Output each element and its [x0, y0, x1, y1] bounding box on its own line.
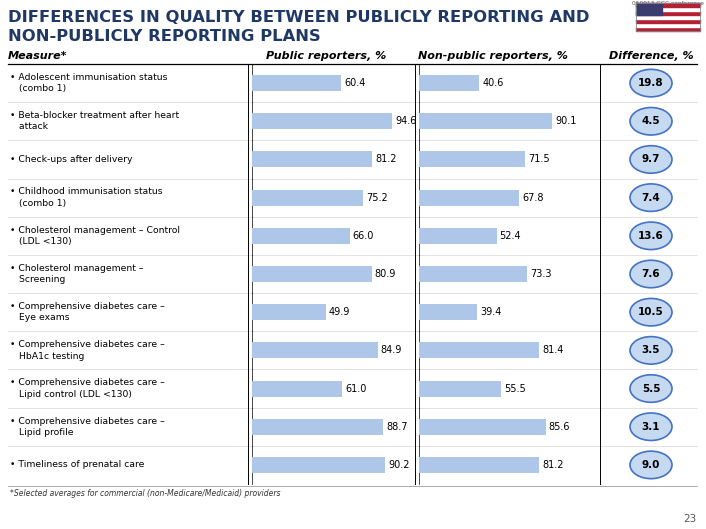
Text: 80.9: 80.9 — [375, 269, 396, 279]
Bar — [419, 266, 527, 282]
Text: • Childhood immunisation status
   (combo 1): • Childhood immunisation status (combo 1… — [10, 187, 162, 208]
Bar — [636, 15, 700, 19]
Text: Non-public reporters, %: Non-public reporters, % — [418, 51, 568, 61]
Text: 81.4: 81.4 — [542, 345, 564, 355]
Text: Difference, %: Difference, % — [609, 51, 693, 61]
Text: 90.2: 90.2 — [388, 460, 410, 470]
Ellipse shape — [630, 413, 672, 441]
Text: 88.7: 88.7 — [386, 422, 408, 432]
Bar — [636, 11, 700, 15]
Text: • Check-ups after delivery: • Check-ups after delivery — [10, 155, 133, 164]
Bar — [419, 151, 525, 168]
Bar — [419, 228, 496, 244]
Bar — [252, 75, 342, 91]
Bar — [636, 3, 700, 31]
Text: 81.2: 81.2 — [375, 154, 397, 165]
Ellipse shape — [630, 107, 672, 135]
Text: 71.5: 71.5 — [528, 154, 549, 165]
Bar — [636, 3, 662, 15]
Bar — [252, 189, 364, 206]
Text: 81.2: 81.2 — [542, 460, 563, 470]
Bar — [636, 27, 700, 31]
Text: 19.8: 19.8 — [638, 78, 664, 88]
Ellipse shape — [630, 184, 672, 212]
Bar — [252, 304, 326, 320]
Ellipse shape — [630, 298, 672, 326]
Text: 7.6: 7.6 — [642, 269, 660, 279]
Bar — [252, 457, 385, 473]
Bar — [252, 151, 372, 168]
Text: Public reporters, %: Public reporters, % — [266, 51, 386, 61]
Ellipse shape — [630, 375, 672, 402]
Bar — [419, 342, 539, 358]
Text: • Comprehensive diabetes care –
   Eye exams: • Comprehensive diabetes care – Eye exam… — [10, 302, 164, 322]
Text: 39.4: 39.4 — [480, 307, 502, 317]
Text: 5.5: 5.5 — [642, 384, 660, 394]
Text: 52.4: 52.4 — [500, 231, 521, 241]
Text: 90.1: 90.1 — [556, 116, 577, 126]
Text: 13.6: 13.6 — [638, 231, 664, 241]
Text: 4.5: 4.5 — [642, 116, 660, 126]
Bar — [419, 457, 539, 473]
Bar — [252, 380, 342, 397]
Text: • Timeliness of prenatal care: • Timeliness of prenatal care — [10, 460, 144, 469]
Text: 94.6: 94.6 — [395, 116, 417, 126]
Text: NON-PUBLICLY REPORTING PLANS: NON-PUBLICLY REPORTING PLANS — [8, 29, 321, 44]
Text: 60.4: 60.4 — [345, 78, 366, 88]
Text: Measure*: Measure* — [8, 51, 68, 61]
Text: 10.5: 10.5 — [638, 307, 664, 317]
Text: 61.0: 61.0 — [345, 384, 366, 394]
Bar — [636, 7, 700, 11]
Ellipse shape — [630, 145, 672, 173]
Text: • Comprehensive diabetes care –
   HbA1c testing: • Comprehensive diabetes care – HbA1c te… — [10, 340, 164, 361]
Ellipse shape — [630, 451, 672, 479]
Bar — [419, 113, 552, 129]
Text: • Comprehensive diabetes care –
   Lipid profile: • Comprehensive diabetes care – Lipid pr… — [10, 416, 164, 437]
Bar — [636, 3, 700, 7]
Text: 66.0: 66.0 — [353, 231, 374, 241]
Ellipse shape — [630, 69, 672, 97]
Text: DIFFERENCES IN QUALITY BETWEEN PUBLICLY REPORTING AND: DIFFERENCES IN QUALITY BETWEEN PUBLICLY … — [8, 10, 590, 25]
Text: 67.8: 67.8 — [522, 193, 544, 203]
Text: 3.5: 3.5 — [642, 345, 660, 355]
Text: 85.6: 85.6 — [549, 422, 570, 432]
Text: 40.6: 40.6 — [482, 78, 503, 88]
Bar — [419, 304, 477, 320]
Text: 49.9: 49.9 — [329, 307, 350, 317]
Text: *Selected averages for commercial (non-Medicare/Medicaid) providers: *Selected averages for commercial (non-M… — [10, 489, 280, 498]
Text: • Cholesterol management –
   Screening: • Cholesterol management – Screening — [10, 264, 143, 284]
Text: 9.7: 9.7 — [642, 154, 660, 165]
Bar — [252, 419, 383, 435]
Text: • Comprehensive diabetes care –
   Lipid control (LDL <130): • Comprehensive diabetes care – Lipid co… — [10, 378, 164, 399]
Bar — [419, 189, 520, 206]
Bar — [636, 19, 700, 23]
Text: 84.9: 84.9 — [381, 345, 402, 355]
Text: 73.3: 73.3 — [530, 269, 552, 279]
Text: • Adolescent immunisation status
   (combo 1): • Adolescent immunisation status (combo … — [10, 73, 167, 93]
Text: 7.4: 7.4 — [642, 193, 660, 203]
Bar — [252, 113, 392, 129]
Bar — [419, 419, 546, 435]
Bar — [252, 228, 349, 244]
Bar — [636, 23, 700, 27]
Bar — [419, 380, 501, 397]
Text: • Cholesterol management – Control
   (LDL <130): • Cholesterol management – Control (LDL … — [10, 225, 180, 246]
Text: 55.5: 55.5 — [504, 384, 526, 394]
Ellipse shape — [630, 260, 672, 288]
Ellipse shape — [630, 336, 672, 364]
Text: 3.1: 3.1 — [642, 422, 660, 432]
Ellipse shape — [630, 222, 672, 250]
Text: 75.2: 75.2 — [366, 193, 388, 203]
Bar — [252, 342, 378, 358]
Bar — [419, 75, 479, 91]
Text: 23: 23 — [683, 514, 697, 524]
Text: 050913 GCC conference Systems reform breakout: 050913 GCC conference Systems reform bre… — [632, 1, 706, 6]
Text: 9.0: 9.0 — [642, 460, 660, 470]
Text: • Beta-blocker treatment after heart
   attack: • Beta-blocker treatment after heart att… — [10, 111, 179, 132]
Bar — [252, 266, 372, 282]
